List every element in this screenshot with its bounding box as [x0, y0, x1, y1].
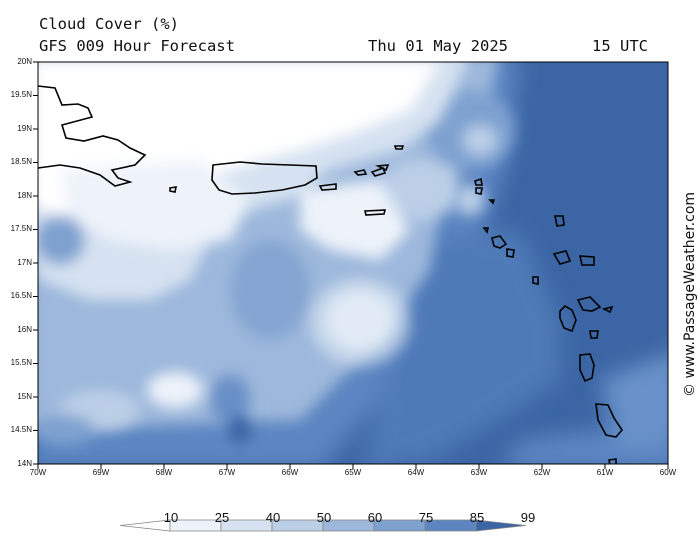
lat-label-17-5n: 17.5N	[10, 224, 32, 233]
colorbar-label-25: 25	[214, 510, 230, 525]
tick-marks	[33, 61, 669, 469]
colorbar-label-85: 85	[469, 510, 485, 525]
lat-label-16-5n: 16.5N	[10, 291, 32, 300]
colorbar-label-99: 99	[520, 510, 536, 525]
lon-label-68w: 68W	[155, 468, 173, 477]
colorbar-label-40: 40	[265, 510, 281, 525]
website-credit: © www.PassageWeather.com	[682, 191, 698, 397]
colorbar-label-50: 50	[316, 510, 332, 525]
lon-label-61w: 61W	[596, 468, 614, 477]
forecast-time: 15 UTC	[592, 37, 648, 55]
lon-label-60w: 60W	[659, 468, 677, 477]
lat-label-16n: 16N	[17, 325, 32, 334]
coastlines	[38, 85, 624, 464]
colorbar-label-60: 60	[367, 510, 383, 525]
forecast-date: Thu 01 May 2025	[368, 37, 508, 55]
lat-label-18-5n: 18.5N	[10, 157, 32, 166]
lon-label-63w: 63W	[470, 468, 488, 477]
lat-label-20n: 20N	[17, 57, 32, 66]
lat-label-14n: 14N	[17, 459, 32, 468]
colorbar-label-75: 75	[418, 510, 434, 525]
lon-label-62w: 62W	[533, 468, 551, 477]
lon-label-69w: 69W	[92, 468, 110, 477]
lon-label-64w: 64W	[407, 468, 425, 477]
lon-label-66w: 66W	[281, 468, 299, 477]
lat-label-17n: 17N	[17, 258, 32, 267]
lat-label-15n: 15N	[17, 392, 32, 401]
lat-label-18n: 18N	[17, 191, 32, 200]
lat-label-19n: 19N	[17, 124, 32, 133]
colorbar	[119, 519, 527, 532]
lon-label-65w: 65W	[344, 468, 362, 477]
lat-label-19-5n: 19.5N	[10, 90, 32, 99]
colorbar-label-10: 10	[163, 510, 179, 525]
lat-label-15-5n: 15.5N	[10, 358, 32, 367]
lon-label-67w: 67W	[218, 468, 236, 477]
forecast-model: GFS 009 Hour Forecast	[39, 37, 235, 55]
cloud-field	[38, 62, 668, 464]
lon-label-70w: 70W	[29, 468, 47, 477]
lat-label-14-5n: 14.5N	[10, 425, 32, 434]
map-title: Cloud Cover (%)	[39, 15, 179, 33]
cloud-cover-map	[33, 61, 669, 469]
